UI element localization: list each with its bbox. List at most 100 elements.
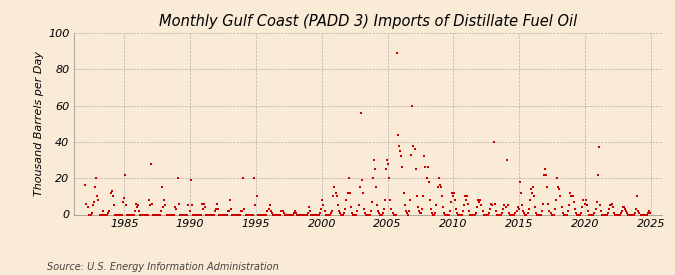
Point bbox=[367, 176, 378, 180]
Point bbox=[225, 198, 236, 202]
Point bbox=[414, 210, 425, 215]
Point bbox=[641, 212, 651, 217]
Point bbox=[623, 212, 634, 217]
Point bbox=[408, 143, 418, 148]
Point bbox=[410, 167, 421, 171]
Point bbox=[121, 203, 132, 208]
Point bbox=[446, 200, 456, 204]
Point bbox=[549, 212, 560, 217]
Point bbox=[251, 194, 262, 199]
Point bbox=[362, 212, 373, 217]
Point bbox=[220, 212, 231, 217]
Point bbox=[493, 212, 504, 217]
Point bbox=[297, 212, 308, 217]
Point bbox=[163, 212, 174, 217]
Point bbox=[397, 165, 408, 169]
Point bbox=[338, 212, 348, 217]
Point bbox=[618, 205, 628, 210]
Point bbox=[535, 212, 546, 217]
Point bbox=[520, 212, 531, 217]
Point bbox=[200, 205, 211, 210]
Point bbox=[88, 200, 99, 204]
Point bbox=[487, 203, 498, 208]
Point bbox=[283, 212, 294, 217]
Point bbox=[302, 210, 313, 215]
Point bbox=[506, 212, 516, 217]
Point bbox=[563, 209, 574, 213]
Point bbox=[169, 212, 180, 217]
Point bbox=[423, 180, 434, 184]
Point bbox=[307, 212, 318, 217]
Point bbox=[577, 205, 588, 210]
Point bbox=[572, 212, 583, 217]
Point bbox=[150, 212, 161, 217]
Point bbox=[250, 203, 261, 208]
Point bbox=[277, 209, 288, 213]
Point bbox=[477, 209, 488, 213]
Point bbox=[226, 207, 237, 211]
Point bbox=[643, 210, 653, 215]
Point bbox=[109, 203, 119, 208]
Point bbox=[151, 212, 162, 217]
Point bbox=[346, 210, 357, 215]
Point bbox=[126, 212, 137, 217]
Point bbox=[642, 212, 653, 217]
Point bbox=[235, 212, 246, 217]
Point bbox=[402, 212, 413, 217]
Point bbox=[223, 209, 234, 213]
Point bbox=[393, 133, 404, 137]
Point bbox=[466, 212, 477, 217]
Point bbox=[464, 209, 475, 213]
Point bbox=[258, 212, 269, 217]
Point bbox=[431, 203, 442, 208]
Point bbox=[435, 185, 446, 189]
Point bbox=[601, 212, 612, 217]
Point bbox=[628, 212, 639, 217]
Point bbox=[209, 209, 220, 213]
Point bbox=[83, 212, 94, 217]
Point bbox=[197, 207, 208, 211]
Point bbox=[562, 212, 572, 217]
Point bbox=[271, 212, 281, 217]
Point bbox=[524, 198, 535, 202]
Point bbox=[395, 149, 406, 153]
Point bbox=[262, 209, 273, 213]
Point bbox=[95, 212, 106, 217]
Point bbox=[95, 212, 105, 217]
Point bbox=[270, 212, 281, 217]
Point bbox=[434, 183, 445, 188]
Point bbox=[639, 212, 650, 217]
Point bbox=[178, 212, 188, 217]
Point bbox=[327, 209, 338, 213]
Point bbox=[259, 212, 269, 217]
Point bbox=[267, 212, 278, 217]
Point bbox=[106, 189, 117, 193]
Point bbox=[475, 198, 486, 202]
Point bbox=[352, 209, 363, 213]
Point bbox=[244, 212, 254, 217]
Point bbox=[349, 212, 360, 217]
Point bbox=[354, 185, 365, 189]
Point bbox=[282, 212, 293, 217]
Point bbox=[325, 212, 335, 217]
Point bbox=[172, 176, 183, 180]
Point bbox=[356, 178, 367, 182]
Point bbox=[399, 203, 410, 208]
Point bbox=[90, 185, 101, 189]
Point bbox=[122, 212, 132, 217]
Point bbox=[234, 212, 244, 217]
Point bbox=[171, 207, 182, 211]
Point bbox=[637, 212, 647, 217]
Point bbox=[211, 201, 222, 206]
Point bbox=[140, 212, 151, 217]
Point bbox=[458, 203, 469, 208]
Point bbox=[88, 203, 99, 208]
Point bbox=[637, 212, 648, 217]
Point bbox=[241, 212, 252, 217]
Point bbox=[161, 212, 172, 217]
Point bbox=[639, 212, 649, 217]
Point bbox=[167, 212, 178, 217]
Point bbox=[486, 201, 497, 206]
Point bbox=[265, 203, 275, 208]
Point bbox=[148, 212, 159, 217]
